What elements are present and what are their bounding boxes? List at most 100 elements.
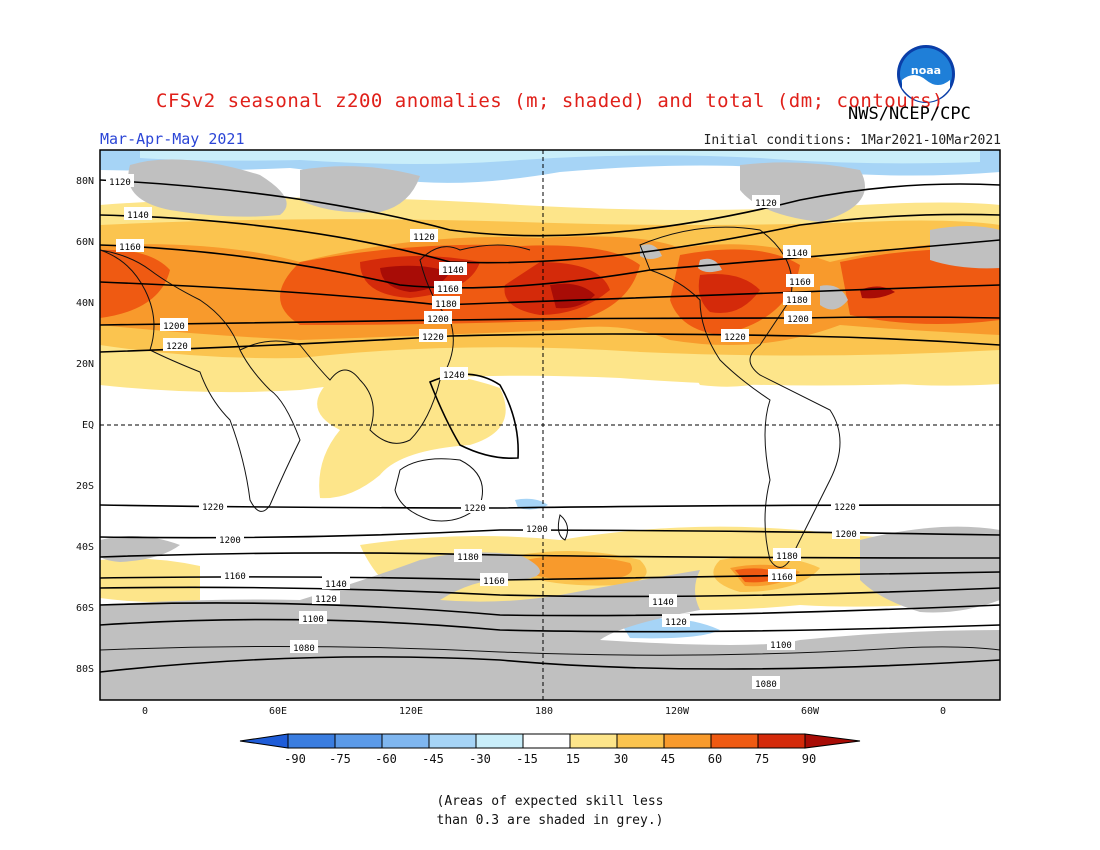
map-field	[100, 150, 1000, 700]
contour-label: 1180	[783, 292, 811, 306]
contour-label: 1200	[832, 526, 860, 540]
contour-label: 1200	[216, 532, 244, 546]
lat-label: 20S	[76, 481, 94, 492]
svg-text:1240: 1240	[443, 371, 465, 381]
svg-text:1140: 1140	[786, 249, 808, 259]
lon-label: 0	[142, 706, 148, 717]
contour-label: 1180	[773, 548, 801, 562]
anomaly-tropical-pacific	[317, 371, 506, 499]
svg-text:1120: 1120	[413, 233, 435, 243]
contour-label: 1120	[106, 174, 134, 188]
contour-label: 1080	[752, 676, 780, 690]
contour-label: 1220	[199, 499, 227, 513]
contour-label: 1220	[831, 499, 859, 513]
contour-label: 1100	[299, 611, 327, 625]
coast-antarctica	[100, 645, 1000, 656]
latitude-labels: 80N 60N 40N 20N EQ 20S 40S 60S 80S	[76, 176, 94, 675]
svg-text:1160: 1160	[119, 243, 141, 253]
lat-label: 20N	[76, 359, 94, 370]
low-skill-south	[100, 536, 1000, 700]
colorbar-label: -60	[375, 752, 397, 766]
contour-1220-south	[100, 504, 1000, 509]
contour-label: 1200	[784, 311, 812, 325]
lon-label: 120W	[665, 706, 690, 717]
contour-label: 1220	[721, 329, 749, 343]
contour-1120-south	[100, 602, 1000, 617]
svg-text:1160: 1160	[771, 573, 793, 583]
lon-label: 180	[535, 706, 553, 717]
svg-text:1100: 1100	[302, 615, 324, 625]
contour-label: 1200	[160, 318, 188, 332]
contour-1240	[428, 373, 519, 460]
weak-negative-north	[140, 150, 980, 164]
noaa-logo-text: noaa	[911, 64, 941, 77]
svg-text:1100: 1100	[770, 641, 792, 651]
initial-conditions: Initial conditions: 1Mar2021-10Mar2021	[703, 133, 1001, 148]
colorbar-segment	[663, 733, 712, 749]
svg-text:1140: 1140	[442, 266, 464, 276]
contour-label: 1160	[768, 569, 796, 583]
coast-asia	[239, 244, 531, 444]
contour-1080-south	[100, 656, 1000, 673]
svg-text:1120: 1120	[109, 178, 131, 188]
svg-text:1200: 1200	[835, 530, 857, 540]
svg-text:1080: 1080	[293, 644, 315, 654]
lat-label: 40N	[76, 298, 94, 309]
svg-text:1120: 1120	[755, 199, 777, 209]
contour-1100-south	[100, 618, 1000, 633]
svg-text:1080: 1080	[755, 680, 777, 690]
colorbar-label: -45	[422, 752, 444, 766]
lat-label: 60S	[76, 603, 94, 614]
svg-text:1200: 1200	[427, 315, 449, 325]
lon-label: 60W	[801, 706, 820, 717]
colorbar-segment	[239, 733, 289, 749]
contour-1200	[100, 316, 1000, 326]
contour-label: 1120	[410, 229, 438, 243]
negative-anomaly-south	[515, 498, 720, 639]
anomaly-south-atlantic	[100, 558, 200, 603]
contour-label: 1140	[322, 576, 350, 590]
map-frame	[99, 149, 1001, 701]
contour-label: 1160	[480, 573, 508, 587]
forecast-period: Mar-Apr-May 2021	[100, 130, 245, 148]
noaa-logo-icon: noaa	[896, 44, 956, 108]
contour-label: 1220	[461, 500, 489, 514]
anomaly-band-south	[360, 526, 980, 610]
skill-note-line2: than 0.3 are shaded in grey.)	[436, 813, 664, 828]
map-title: CFSv2 seasonal z200 anomalies (m; shaded…	[156, 90, 944, 112]
svg-text:1220: 1220	[202, 503, 224, 513]
colorbar-label: -30	[469, 752, 491, 766]
skill-note-line1: (Areas of expected skill less	[436, 794, 664, 809]
lon-label: 60E	[269, 706, 287, 717]
low-skill-north	[128, 159, 1000, 310]
colorbar-label: 30	[614, 752, 628, 766]
colorbar-segment	[710, 733, 759, 749]
svg-text:1200: 1200	[163, 322, 185, 332]
contour-label: 1160	[786, 274, 814, 288]
lon-label: 120E	[399, 706, 423, 717]
svg-text:1220: 1220	[422, 333, 444, 343]
contour-label: 1140	[124, 207, 152, 221]
colorbar-segment	[475, 733, 524, 749]
colorbar-label: 15	[566, 752, 580, 766]
svg-text:1220: 1220	[834, 503, 856, 513]
svg-text:1220: 1220	[464, 504, 486, 514]
colorbar-label: -90	[284, 752, 306, 766]
svg-text:1120: 1120	[315, 595, 337, 605]
svg-text:1180: 1180	[776, 552, 798, 562]
contour-label: 1200	[523, 521, 551, 535]
lat-label: 60N	[76, 237, 94, 248]
contour-label: 1140	[439, 262, 467, 276]
colorbar-label: -75	[329, 752, 351, 766]
contour-label: 1100	[767, 637, 795, 651]
contour-label: 1140	[649, 594, 677, 608]
contour-label: 1200	[424, 311, 452, 325]
contour-label: 1240	[440, 367, 468, 381]
contour-label: 1080	[290, 640, 318, 654]
contour-1160	[100, 239, 1000, 289]
contour-1180-south	[100, 552, 1000, 559]
colorbar-label: 45	[661, 752, 675, 766]
anomaly-90-north	[380, 265, 895, 309]
colorbar-segment	[381, 733, 430, 749]
lon-label: 0	[940, 706, 946, 717]
